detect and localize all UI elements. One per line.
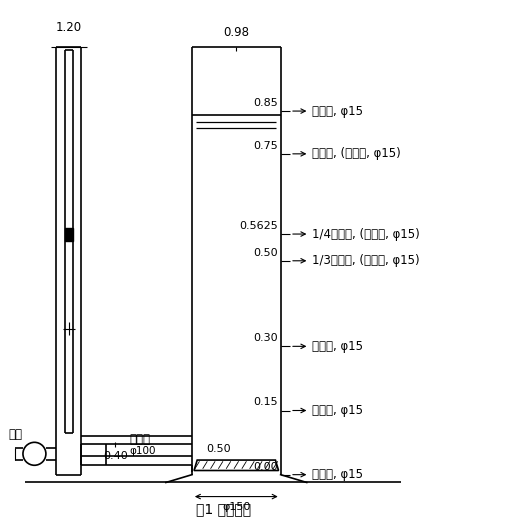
- Text: 0.15: 0.15: [253, 397, 278, 408]
- Text: 1.20: 1.20: [56, 21, 82, 34]
- Text: 0.75: 0.75: [253, 140, 278, 151]
- Text: 气管: 气管: [8, 428, 23, 440]
- Text: 0.50: 0.50: [207, 444, 231, 454]
- Text: 0.40: 0.40: [103, 451, 128, 461]
- Text: 曝气头: 曝气头: [129, 433, 151, 446]
- Text: 1/4排水口, (取样口, φ15): 1/4排水口, (取样口, φ15): [312, 228, 420, 240]
- Bar: [65, 228, 73, 241]
- Text: 0.30: 0.30: [253, 333, 278, 343]
- Text: 取样口, φ15: 取样口, φ15: [312, 340, 363, 353]
- Text: 出水口, (溢流口, φ15): 出水口, (溢流口, φ15): [312, 147, 401, 160]
- Text: 图1 试验装置: 图1 试验装置: [196, 502, 251, 517]
- Text: 0.50: 0.50: [253, 248, 278, 257]
- Text: φ100: φ100: [129, 446, 156, 456]
- Text: 0.00: 0.00: [253, 462, 278, 471]
- Text: 排泥口, φ15: 排泥口, φ15: [312, 468, 363, 481]
- Text: 0.5625: 0.5625: [239, 221, 278, 231]
- Text: 取样口, φ15: 取样口, φ15: [312, 404, 363, 417]
- Text: φ150: φ150: [222, 502, 251, 512]
- Text: 进水口, φ15: 进水口, φ15: [312, 105, 363, 118]
- Text: 1/3排水口, (取样口, φ15): 1/3排水口, (取样口, φ15): [312, 254, 420, 267]
- Text: 0.98: 0.98: [223, 26, 249, 39]
- Text: 0.85: 0.85: [253, 98, 278, 108]
